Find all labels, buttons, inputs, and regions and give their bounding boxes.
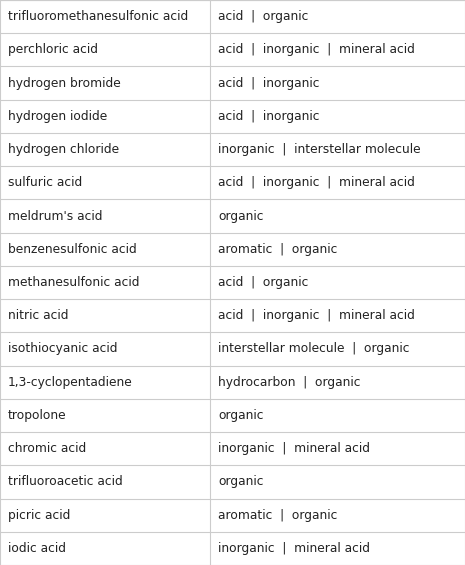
Text: iodic acid: iodic acid <box>8 542 66 555</box>
Text: interstellar molecule  |  organic: interstellar molecule | organic <box>218 342 410 355</box>
Text: acid  |  inorganic: acid | inorganic <box>218 77 319 90</box>
Text: hydrogen chloride: hydrogen chloride <box>8 143 119 156</box>
Text: organic: organic <box>218 210 264 223</box>
Text: acid  |  inorganic  |  mineral acid: acid | inorganic | mineral acid <box>218 176 415 189</box>
Text: perchloric acid: perchloric acid <box>8 44 98 57</box>
Text: trifluoromethanesulfonic acid: trifluoromethanesulfonic acid <box>8 10 188 23</box>
Text: acid  |  organic: acid | organic <box>218 10 308 23</box>
Text: hydrocarbon  |  organic: hydrocarbon | organic <box>218 376 360 389</box>
Text: acid  |  inorganic  |  mineral acid: acid | inorganic | mineral acid <box>218 44 415 57</box>
Text: meldrum's acid: meldrum's acid <box>8 210 102 223</box>
Text: picric acid: picric acid <box>8 508 70 521</box>
Text: acid  |  organic: acid | organic <box>218 276 308 289</box>
Text: nitric acid: nitric acid <box>8 309 68 322</box>
Text: acid  |  inorganic  |  mineral acid: acid | inorganic | mineral acid <box>218 309 415 322</box>
Text: methanesulfonic acid: methanesulfonic acid <box>8 276 140 289</box>
Text: acid  |  inorganic: acid | inorganic <box>218 110 319 123</box>
Text: trifluoroacetic acid: trifluoroacetic acid <box>8 475 123 488</box>
Text: inorganic  |  interstellar molecule: inorganic | interstellar molecule <box>218 143 421 156</box>
Text: inorganic  |  mineral acid: inorganic | mineral acid <box>218 542 370 555</box>
Text: aromatic  |  organic: aromatic | organic <box>218 508 338 521</box>
Text: chromic acid: chromic acid <box>8 442 86 455</box>
Text: organic: organic <box>218 475 264 488</box>
Text: aromatic  |  organic: aromatic | organic <box>218 243 338 256</box>
Text: inorganic  |  mineral acid: inorganic | mineral acid <box>218 442 370 455</box>
Text: 1,3-cyclopentadiene: 1,3-cyclopentadiene <box>8 376 133 389</box>
Text: hydrogen bromide: hydrogen bromide <box>8 77 121 90</box>
Text: isothiocyanic acid: isothiocyanic acid <box>8 342 118 355</box>
Text: benzenesulfonic acid: benzenesulfonic acid <box>8 243 137 256</box>
Text: sulfuric acid: sulfuric acid <box>8 176 82 189</box>
Text: hydrogen iodide: hydrogen iodide <box>8 110 107 123</box>
Text: tropolone: tropolone <box>8 409 66 422</box>
Text: organic: organic <box>218 409 264 422</box>
